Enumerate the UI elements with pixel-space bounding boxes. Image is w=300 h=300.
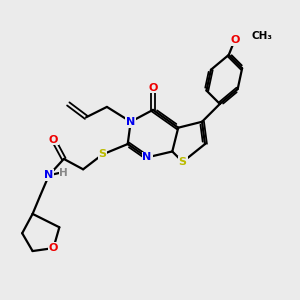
Text: S: S [98,149,106,160]
Text: O: O [49,243,58,253]
Text: O: O [230,35,239,45]
Text: O: O [148,82,158,93]
Text: N: N [142,152,152,162]
Text: CH₃: CH₃ [251,32,272,41]
Text: H: H [59,168,68,178]
Text: O: O [49,135,58,145]
Text: N: N [126,117,135,127]
Text: N: N [44,170,54,180]
Text: S: S [179,157,187,167]
